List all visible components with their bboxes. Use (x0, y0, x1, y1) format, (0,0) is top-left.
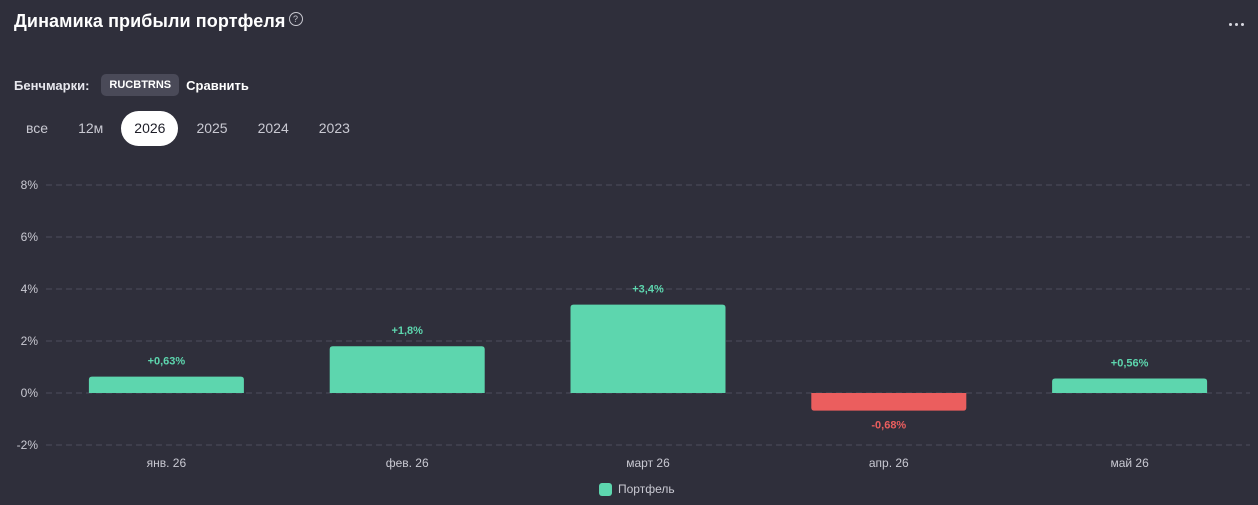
tab-2025[interactable]: 2025 (196, 120, 228, 136)
benchmark-chip[interactable]: RUCBTRNS (101, 74, 180, 96)
chart-legend[interactable]: Портфель (599, 482, 675, 496)
tab-all[interactable]: все (26, 120, 49, 136)
data-label: +0,63% (148, 356, 186, 368)
tab-2023[interactable]: 2023 (318, 120, 350, 136)
x-tick-label: март 26 (626, 456, 670, 470)
y-tick-label: 6% (21, 230, 39, 244)
bar (329, 346, 485, 393)
ellipsis-icon (1228, 22, 1232, 26)
legend-label: Портфель (618, 482, 675, 496)
more-options-button[interactable] (1226, 14, 1246, 34)
x-tick-label: янв. 26 (147, 456, 187, 470)
data-label: -0,68% (871, 420, 906, 432)
question-circle-icon[interactable]: ? (288, 12, 303, 26)
bar (88, 376, 244, 393)
tab-2026[interactable]: 2026 (121, 111, 179, 146)
y-tick-label: 8% (21, 178, 39, 192)
title-row: Динамика прибыли портфеля ? (14, 11, 303, 32)
y-tick-label: 4% (21, 282, 39, 296)
tab-2024[interactable]: 2024 (257, 120, 289, 136)
ellipsis-dot (1240, 22, 1244, 26)
y-tick-label: 0% (21, 386, 39, 400)
page-title: Динамика прибыли портфеля (14, 11, 286, 31)
compare-button[interactable]: Сравнить (186, 77, 249, 93)
x-tick-label: фев. 26 (386, 456, 429, 470)
legend-swatch (599, 482, 612, 496)
ellipsis-dot (1234, 22, 1238, 26)
data-label: +3,4% (632, 284, 664, 296)
x-tick-label: май 26 (1110, 456, 1149, 470)
y-tick-label: 2% (21, 334, 39, 348)
y-tick-label: -2% (17, 438, 39, 452)
bar (1052, 378, 1208, 393)
benchmarks-row: Бенчмарки: RUCBTRNS Сравнить (14, 74, 249, 96)
bar (811, 393, 967, 411)
bar (570, 304, 726, 393)
benchmarks-label: Бенчмарки: (14, 77, 90, 93)
period-tabs: все 12м 2026 2025 2024 2023 (14, 111, 368, 146)
data-label: +1,8% (391, 325, 423, 337)
tab-12m[interactable]: 12м (78, 120, 104, 136)
x-tick-label: апр. 26 (869, 456, 909, 470)
data-label: +0,56% (1111, 357, 1149, 369)
